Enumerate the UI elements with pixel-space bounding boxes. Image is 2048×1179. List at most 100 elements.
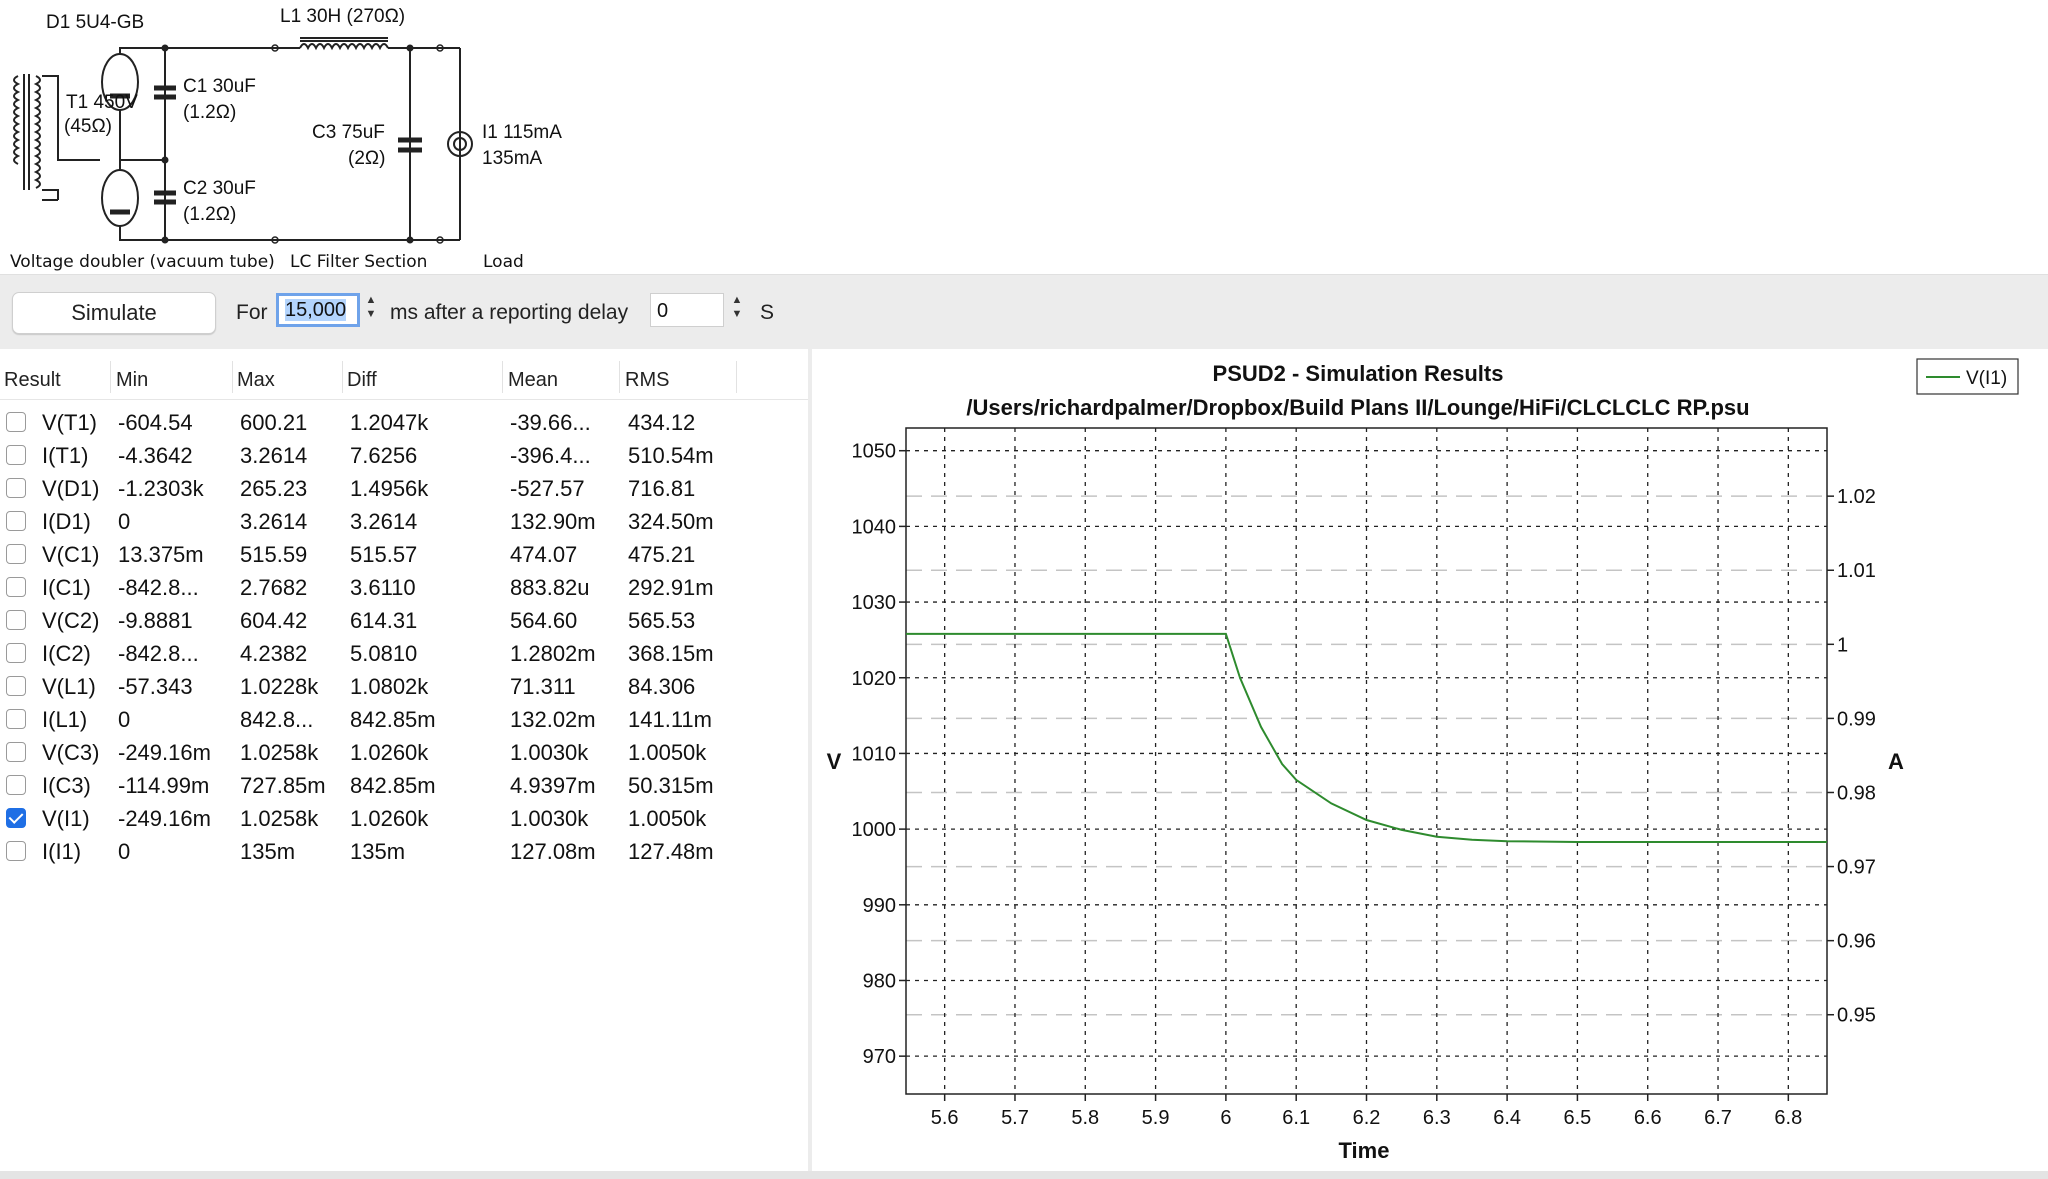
cell-rms: 292.91m — [628, 575, 714, 600]
cell-name: V(I1) — [42, 806, 90, 831]
duration-input[interactable]: 15,000 — [276, 293, 360, 327]
table-row[interactable]: I(T1) -4.3642 3.2614 7.6256 -396.4... 510.54m — [0, 439, 808, 472]
plot-checkbox[interactable] — [6, 577, 26, 597]
cell-mean: 71.311 — [510, 674, 576, 699]
table-row[interactable]: I(D1) 0 3.2614 3.2614 132.90m 324.50m — [0, 505, 808, 538]
cell-name: I(C3) — [42, 773, 91, 798]
cell-min: -842.8... — [118, 641, 199, 666]
chart-series — [906, 632, 1827, 843]
table-row[interactable]: I(C1) -842.8... 2.7682 3.6110 883.82u 292.91m — [0, 571, 808, 604]
cell-diff: 1.0260k — [350, 740, 429, 765]
table-row[interactable]: V(D1) -1.2303k 265.23 1.4956k -527.57 716.81 — [0, 472, 808, 505]
section-label-doubler: Voltage doubler (vacuum tube) — [10, 252, 275, 272]
y-tick-label: 1030 — [852, 592, 897, 614]
chart-axes: 0.95 0.96 0.97 0.98 0.99 1 1.01 1.02 970 980 990 10… — [852, 441, 1876, 1129]
stepper-up-icon[interactable]: ▲ — [365, 294, 377, 306]
plot-checkbox[interactable] — [6, 412, 26, 432]
cell-name: V(C1) — [42, 542, 100, 567]
cell-rms: 1.0050k — [628, 806, 707, 831]
column-header-rms[interactable]: RMS — [625, 369, 670, 391]
cell-min: -9.8881 — [118, 608, 193, 633]
column-header-diff[interactable]: Diff — [347, 369, 377, 391]
stepper-down-icon[interactable]: ▼ — [365, 308, 377, 320]
column-header-max[interactable]: Max — [237, 369, 275, 391]
schematic-drawing: D1 5U4-GB L1 30H (270Ω) T1 450V (45Ω) C1… — [10, 6, 562, 272]
plot-checkbox[interactable] — [6, 445, 26, 465]
chart-title: PSUD2 - Simulation Results — [1213, 361, 1504, 386]
plot-checkbox[interactable] — [6, 610, 26, 630]
section-label-load: Load — [483, 252, 524, 272]
plot-checkbox[interactable] — [6, 676, 26, 696]
column-header-min[interactable]: Min — [116, 369, 149, 391]
cell-mean: 474.07 — [510, 542, 578, 567]
cell-rms: 141.11m — [628, 707, 712, 732]
plot-checkbox[interactable] — [6, 478, 26, 498]
cell-name: I(C2) — [42, 641, 91, 666]
column-header-result[interactable]: Result — [4, 369, 61, 391]
table-row[interactable]: V(T1) -604.54 600.21 1.2047k -39.66... 434.12 — [0, 406, 808, 439]
table-row[interactable]: I(I1) 0 135m 135m 127.08m 127.48m — [0, 835, 808, 868]
plot-checkbox[interactable] — [6, 808, 26, 828]
x-tick-label: 5.7 — [1001, 1107, 1029, 1129]
cell-mean: -396.4... — [510, 443, 591, 468]
cell-diff: 7.6256 — [350, 443, 418, 468]
stepper-down-icon[interactable]: ▼ — [731, 308, 743, 320]
plot-checkbox[interactable] — [6, 841, 26, 861]
y-tick-label: 990 — [863, 895, 896, 917]
cell-max: 515.59 — [240, 542, 308, 567]
plot-checkbox[interactable] — [6, 742, 26, 762]
rectifier-label: D1 5U4-GB — [46, 12, 144, 33]
x-tick-label: 6.1 — [1282, 1107, 1310, 1129]
x-tick-label: 6.7 — [1704, 1107, 1732, 1129]
c1-label-2: (1.2Ω) — [183, 102, 236, 123]
table-row[interactable]: V(C2) -9.8881 604.42 614.31 564.60 565.53 — [0, 604, 808, 637]
plot-checkbox[interactable] — [6, 544, 26, 564]
transformer-label-1: T1 450V — [66, 92, 138, 113]
plot-checkbox[interactable] — [6, 511, 26, 531]
chart-legend[interactable]: V(I1) — [1916, 358, 2019, 395]
cell-max: 2.7682 — [240, 575, 308, 600]
cell-diff: 515.57 — [350, 542, 418, 567]
cell-mean: 132.90m — [510, 509, 596, 534]
cell-min: -57.343 — [118, 674, 193, 699]
cell-min: 0 — [118, 839, 131, 864]
table-row[interactable]: V(I1) -249.16m 1.0258k 1.0260k 1.0030k 1.0050… — [0, 802, 808, 835]
cell-rms: 50.315m — [628, 773, 714, 798]
circuit-schematic: D1 5U4-GB L1 30H (270Ω) T1 450V (45Ω) C1… — [0, 0, 2048, 274]
duration-stepper[interactable]: ▲ ▼ — [362, 293, 380, 327]
column-header-mean[interactable]: Mean — [508, 369, 559, 391]
stepper-up-icon[interactable]: ▲ — [731, 294, 743, 306]
plot-checkbox[interactable] — [6, 775, 26, 795]
cell-mean: 1.0030k — [510, 740, 589, 765]
delay-input[interactable]: 0 — [650, 293, 724, 327]
x-tick-label: 6 — [1220, 1107, 1231, 1129]
cell-mean: 4.9397m — [510, 773, 596, 798]
table-row[interactable]: I(C2) -842.8... 4.2382 5.0810 1.2802m 368.15m — [0, 637, 808, 670]
simulate-button[interactable]: Simulate — [12, 292, 216, 334]
series-line-v-i1 — [906, 632, 1827, 843]
transformer-secondary-coil — [33, 75, 41, 189]
y-tick-label: 1010 — [852, 743, 897, 765]
plot-checkbox[interactable] — [6, 709, 26, 729]
pane-splitter[interactable] — [808, 349, 812, 1171]
table-row[interactable]: I(C3) -114.99m 727.85m 842.85m 4.9397m 50.315… — [0, 769, 808, 802]
duration-value: 15,000 — [285, 299, 347, 321]
cell-mean: 564.60 — [510, 608, 578, 633]
chart-grid — [906, 428, 1827, 1094]
plot-checkbox[interactable] — [6, 643, 26, 663]
cell-diff: 1.2047k — [350, 410, 429, 435]
table-row[interactable]: I(L1) 0 842.8... 842.85m 132.02m 141.11m — [0, 703, 808, 736]
y-tick-label: 970 — [863, 1046, 896, 1068]
delay-stepper[interactable]: ▲ ▼ — [728, 293, 746, 327]
table-row[interactable]: V(C1) 13.375m 515.59 515.57 474.07 475.21 — [0, 538, 808, 571]
results-table: Result Min Max Diff Mean RMS V(T1) -604.5… — [0, 349, 809, 1171]
table-row[interactable]: V(C3) -249.16m 1.0258k 1.0260k 1.0030k 1.0050… — [0, 736, 808, 769]
cell-name: I(D1) — [42, 509, 91, 534]
x-tick-label: 6.2 — [1353, 1107, 1381, 1129]
cell-max: 1.0228k — [240, 674, 319, 699]
cell-diff: 135m — [350, 839, 406, 864]
x-tick-label: 5.6 — [931, 1107, 959, 1129]
cell-name: V(C2) — [42, 608, 100, 633]
cell-min: 0 — [118, 509, 131, 534]
table-row[interactable]: V(L1) -57.343 1.0228k 1.0802k 71.311 84.306 — [0, 670, 808, 703]
